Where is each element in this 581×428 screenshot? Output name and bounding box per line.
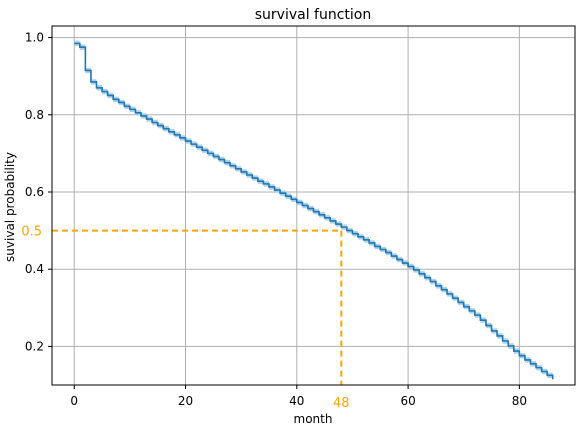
plot-frame bbox=[51, 25, 576, 386]
median-x-label: 48 bbox=[333, 396, 350, 411]
y-tick-label: 1.0 bbox=[25, 31, 44, 45]
x-tick-label: 60 bbox=[400, 394, 415, 408]
x-tick-label: 20 bbox=[178, 394, 193, 408]
y-tick-label: 0.8 bbox=[25, 108, 44, 122]
x-tick-label: 0 bbox=[70, 394, 78, 408]
x-tick-label: 80 bbox=[512, 394, 527, 408]
y-tick-label: 0.6 bbox=[25, 185, 44, 199]
median-guide: 480.5 bbox=[21, 225, 349, 411]
y-tick-label: 0.4 bbox=[25, 262, 44, 276]
y-tick-label: 0.2 bbox=[25, 339, 44, 353]
x-tick-label: 40 bbox=[289, 394, 304, 408]
axis-ticks: 0 20 40 60 80 0.2 0.4 0.6 0.8 1.0 bbox=[25, 31, 527, 408]
y-axis-label: suvival probability bbox=[3, 152, 17, 262]
x-axis-label: month bbox=[294, 412, 333, 426]
grid-lines bbox=[52, 26, 575, 385]
median-y-label: 0.5 bbox=[21, 225, 42, 240]
chart-title: survival function bbox=[255, 7, 372, 23]
survival-step-line bbox=[74, 42, 554, 380]
